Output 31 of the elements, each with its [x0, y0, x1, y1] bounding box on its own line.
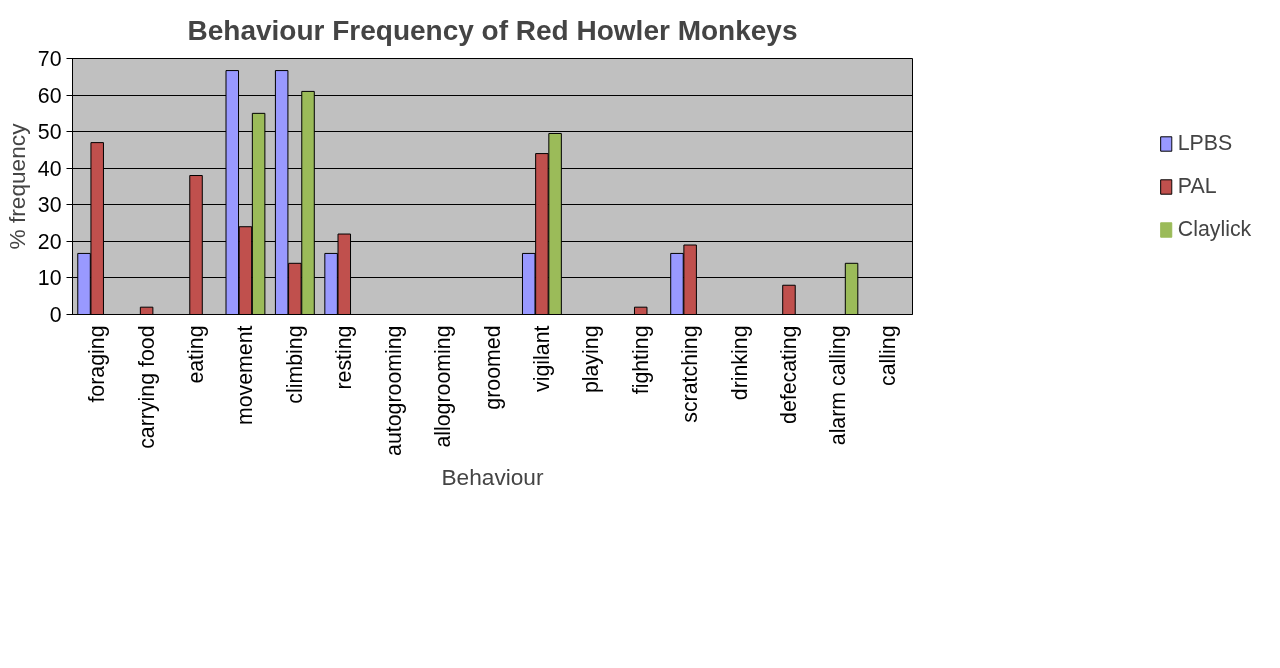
x-tick-label: autogrooming — [381, 325, 406, 456]
x-tick-label: fighting — [628, 325, 653, 395]
x-tick-label: calling — [875, 325, 900, 386]
x-tick-label: resting — [332, 325, 357, 390]
x-tick-label: foraging — [85, 325, 110, 403]
x-tick-label: climbing — [282, 325, 307, 404]
x-tick-label: alarm calling — [826, 325, 851, 446]
y-tick-label: 50 — [37, 120, 62, 145]
y-axis-title: % frequency — [3, 122, 30, 250]
y-tick-label: 10 — [37, 266, 62, 291]
y-tick-label: 70 — [37, 47, 62, 71]
y-tick-label: 20 — [37, 229, 62, 254]
chart-title: Behaviour Frequency of Red Howler Monkeys — [187, 15, 798, 46]
x-tick-label: allogrooming — [431, 325, 456, 448]
x-tick-label: scratching — [678, 325, 703, 423]
legend-label: PAL — [1177, 173, 1217, 199]
x-tick-label: playing — [579, 325, 604, 394]
y-tick-label: 0 — [49, 303, 62, 327]
x-tick-label: eating — [184, 325, 209, 384]
y-tick-label: 60 — [37, 83, 62, 108]
x-tick-label: carrying food — [134, 325, 159, 449]
x-tick-label: movement — [233, 325, 258, 426]
y-tick-label: 30 — [37, 193, 62, 218]
x-tick-label: drinking — [727, 325, 752, 401]
x-tick-label: vigilant — [529, 325, 554, 392]
x-tick-label: groomed — [480, 325, 505, 410]
x-tick-label: defecating — [776, 325, 801, 424]
y-tick-label: 40 — [37, 156, 62, 181]
legend-label: Claylick — [1177, 216, 1252, 242]
x-axis-title: Behaviour — [441, 463, 544, 490]
legend-label: LPBS — [1177, 130, 1233, 156]
